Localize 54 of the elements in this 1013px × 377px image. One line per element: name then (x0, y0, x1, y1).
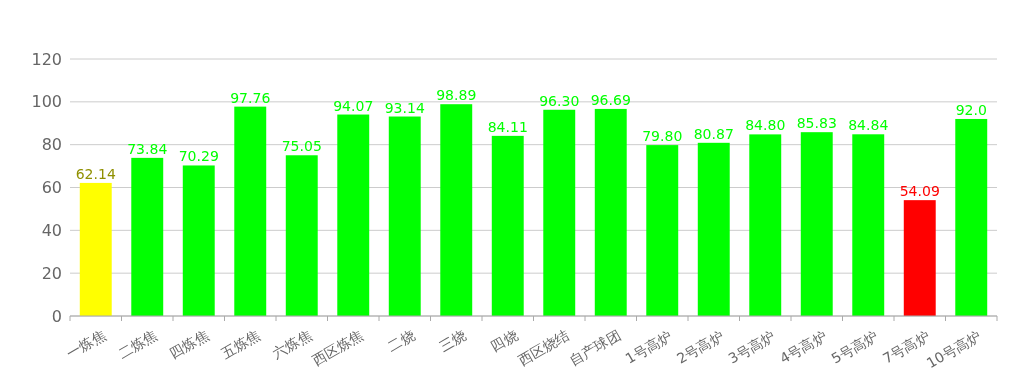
x-tick-label: 二烧 (384, 327, 418, 356)
x-tick-label: 4号高炉 (777, 327, 830, 367)
bar (491, 135, 524, 316)
x-tick-label: 1号高炉 (622, 327, 675, 367)
data-label: 96.69 (590, 91, 631, 108)
bar (234, 106, 267, 316)
x-tick-label: 三烧 (436, 327, 469, 356)
bar (285, 155, 318, 316)
bar (337, 114, 370, 316)
data-label: 94.07 (333, 97, 374, 114)
data-label: 62.14 (75, 165, 116, 182)
data-label: 85.83 (796, 115, 837, 132)
x-tick-label: 五炼焦 (218, 327, 263, 363)
data-label: 84.11 (487, 118, 528, 135)
bar (594, 108, 627, 316)
data-label: 93.14 (384, 99, 425, 116)
bar (749, 134, 782, 316)
y-tick-label: 20 (41, 263, 62, 283)
data-label: 84.84 (848, 117, 889, 134)
bar (852, 134, 885, 316)
x-tick-label: 5号高炉 (828, 327, 881, 367)
x-tick-label: 四炼焦 (166, 327, 212, 363)
x-tick-label: 二炼焦 (115, 327, 160, 363)
data-label: 98.89 (436, 87, 477, 104)
data-label: 96.30 (539, 92, 580, 109)
bar (79, 182, 112, 316)
bar (800, 132, 833, 316)
y-tick-label: 100 (31, 92, 62, 112)
bar (903, 200, 936, 316)
bar (646, 145, 679, 316)
bar (955, 118, 988, 316)
data-label: 54.09 (899, 183, 940, 200)
data-label: 79.80 (642, 128, 683, 145)
bar (440, 104, 473, 316)
data-label: 75.05 (281, 138, 322, 155)
data-label: 97.76 (230, 89, 271, 106)
y-tick-label: 80 (41, 135, 62, 155)
y-tick-label: 60 (41, 178, 62, 198)
y-tick-label: 0 (51, 306, 62, 326)
x-tick-label: 2号高炉 (674, 327, 727, 367)
data-label: 80.87 (693, 125, 734, 142)
bar (388, 116, 421, 316)
x-tick-label: 3号高炉 (725, 327, 778, 367)
data-label: 73.84 (127, 140, 168, 157)
bar (182, 165, 215, 316)
bar (543, 109, 576, 316)
y-tick-label: 120 (31, 49, 62, 69)
data-label: 84.80 (745, 117, 786, 134)
y-tick-label: 40 (41, 220, 62, 240)
bar (697, 142, 730, 316)
bar (131, 157, 164, 316)
x-tick-label: 一炼焦 (63, 327, 109, 363)
data-label: 70.29 (178, 148, 219, 165)
data-label: 92.0 (955, 101, 987, 118)
